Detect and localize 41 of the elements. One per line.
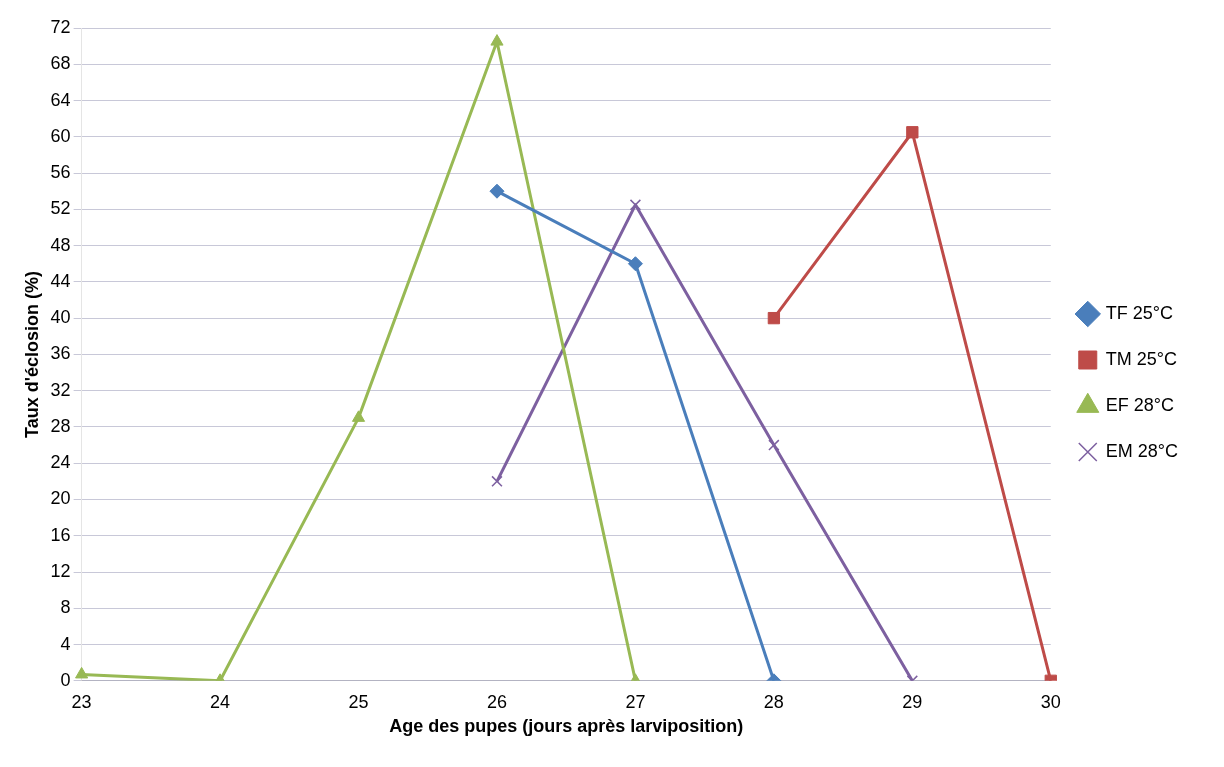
y-tick-label: 52 [50, 198, 71, 219]
point [491, 475, 503, 488]
y-tick-label: 72 [50, 16, 71, 37]
y-tick-label: 44 [50, 270, 71, 291]
x-tick-label: 23 [71, 691, 92, 712]
x-tick-label: 24 [210, 691, 231, 712]
y-tick-label: 0 [60, 669, 71, 690]
x-tick-label: 27 [625, 691, 646, 712]
y-tick-label: 16 [50, 524, 71, 545]
legend-label: TF 25°C [1105, 302, 1173, 323]
legend-label: TM 25°C [1105, 348, 1177, 369]
x-tick-label: 29 [902, 691, 923, 712]
y-tick-label: 40 [50, 307, 71, 328]
legend-label: EF 28°C [1105, 394, 1175, 415]
y-tick-label: 20 [50, 488, 71, 509]
x-tick-label: 28 [763, 691, 784, 712]
y-tick-label: 32 [50, 379, 71, 400]
y-tick-label: 60 [50, 125, 71, 146]
point [629, 199, 642, 211]
y-tick-label: 24 [50, 452, 71, 473]
y-tick-label: 4 [60, 633, 71, 654]
x-tick-label: 25 [348, 691, 369, 712]
point [351, 410, 366, 422]
point [906, 126, 919, 139]
x-tick-label: 26 [486, 691, 507, 712]
y-tick-label: 36 [50, 343, 71, 364]
y-tick-label: 8 [60, 597, 71, 618]
y-axis-title: Taux d'éclosion (%) [21, 270, 42, 438]
point [768, 439, 780, 451]
y-tick-label: 28 [50, 415, 71, 436]
x-axis-title: Age des pupes (jours après larviposition) [389, 716, 744, 737]
y-tick-label: 68 [50, 53, 71, 74]
y-tick-label: 56 [50, 162, 71, 183]
point [627, 256, 643, 272]
point [767, 311, 781, 325]
legend-label: EM 28°C [1105, 440, 1179, 461]
y-tick-label: 64 [50, 89, 71, 110]
point [489, 183, 505, 199]
y-tick-label: 12 [50, 560, 71, 581]
x-tick-label: 30 [1040, 691, 1061, 712]
y-tick-label: 48 [50, 234, 71, 255]
